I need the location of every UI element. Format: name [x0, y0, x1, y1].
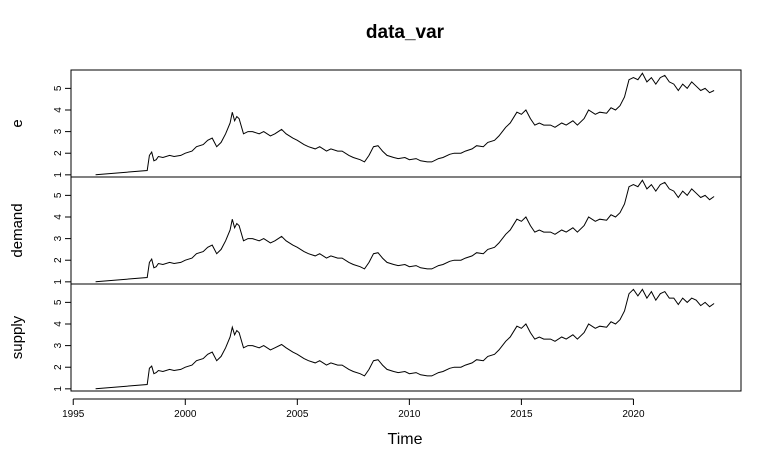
y-tick-label: 1 [53, 386, 64, 392]
panel-e: 1 2 3 4 5 e [9, 69, 742, 178]
series-line-demand [95, 179, 715, 283]
y-tick-label: 4 [53, 321, 64, 327]
y-tick-label: 5 [53, 299, 64, 305]
x-tick-label: 2010 [398, 409, 421, 420]
panel-frame [70, 283, 742, 392]
x-tick-label: 2020 [622, 409, 645, 420]
y-tick-label: 4 [53, 107, 64, 113]
panel-frame [70, 176, 742, 285]
y-tick-label: 4 [53, 214, 64, 220]
x-axis: 1995 2000 2005 2010 2015 2020 [62, 398, 645, 420]
y-tick-label: 1 [53, 172, 64, 178]
panel-demand: 1 2 3 4 5 demand [9, 176, 742, 285]
chart-title: data_var [366, 22, 445, 43]
y-tick-label: 3 [53, 235, 64, 241]
x-tick-label: 2000 [174, 409, 197, 420]
x-tick-label: 2015 [510, 409, 533, 420]
y-tick-label: 5 [53, 192, 64, 198]
series-line-supply [95, 288, 715, 390]
series-line-e [95, 72, 715, 176]
x-tick-label: 1995 [62, 409, 85, 420]
y-axis-label-demand: demand [9, 203, 26, 257]
y-tick-label: 1 [53, 279, 64, 285]
y-axis-label-e: e [9, 119, 26, 127]
y-tick-label: 3 [53, 128, 64, 134]
y-tick-label: 2 [53, 364, 64, 370]
panel-supply: 1 2 3 4 5 supply [9, 283, 742, 392]
y-axis-label-supply: supply [9, 315, 26, 359]
panel-frame [70, 69, 742, 178]
y-tick-label: 2 [53, 150, 64, 156]
y-tick-label: 5 [53, 85, 64, 91]
x-axis-label: Time [388, 431, 423, 448]
x-tick-label: 2005 [286, 409, 309, 420]
y-tick-label: 3 [53, 342, 64, 348]
y-tick-label: 2 [53, 257, 64, 263]
panels: 1 2 3 4 5 e 1 2 3 4 5 demand 1 2 3 4 5 supply [9, 69, 742, 392]
